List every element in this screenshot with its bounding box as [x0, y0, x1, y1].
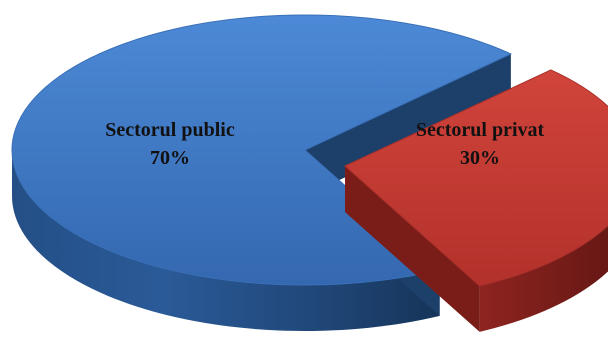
pie-slice-cut-face	[345, 166, 480, 332]
pie-slice-side	[12, 150, 440, 331]
data-label-value: 70%	[150, 147, 190, 169]
pie-slice-top	[11, 14, 513, 286]
pie-slice-top	[344, 69, 608, 287]
pie-slice-sectorul-privat	[344, 69, 608, 332]
data-label-name: Sectorul privat	[416, 119, 545, 141]
data-label-value: 30%	[460, 147, 500, 169]
pie-slice-side	[479, 225, 608, 332]
data-label-name: Sectorul public	[105, 119, 235, 141]
